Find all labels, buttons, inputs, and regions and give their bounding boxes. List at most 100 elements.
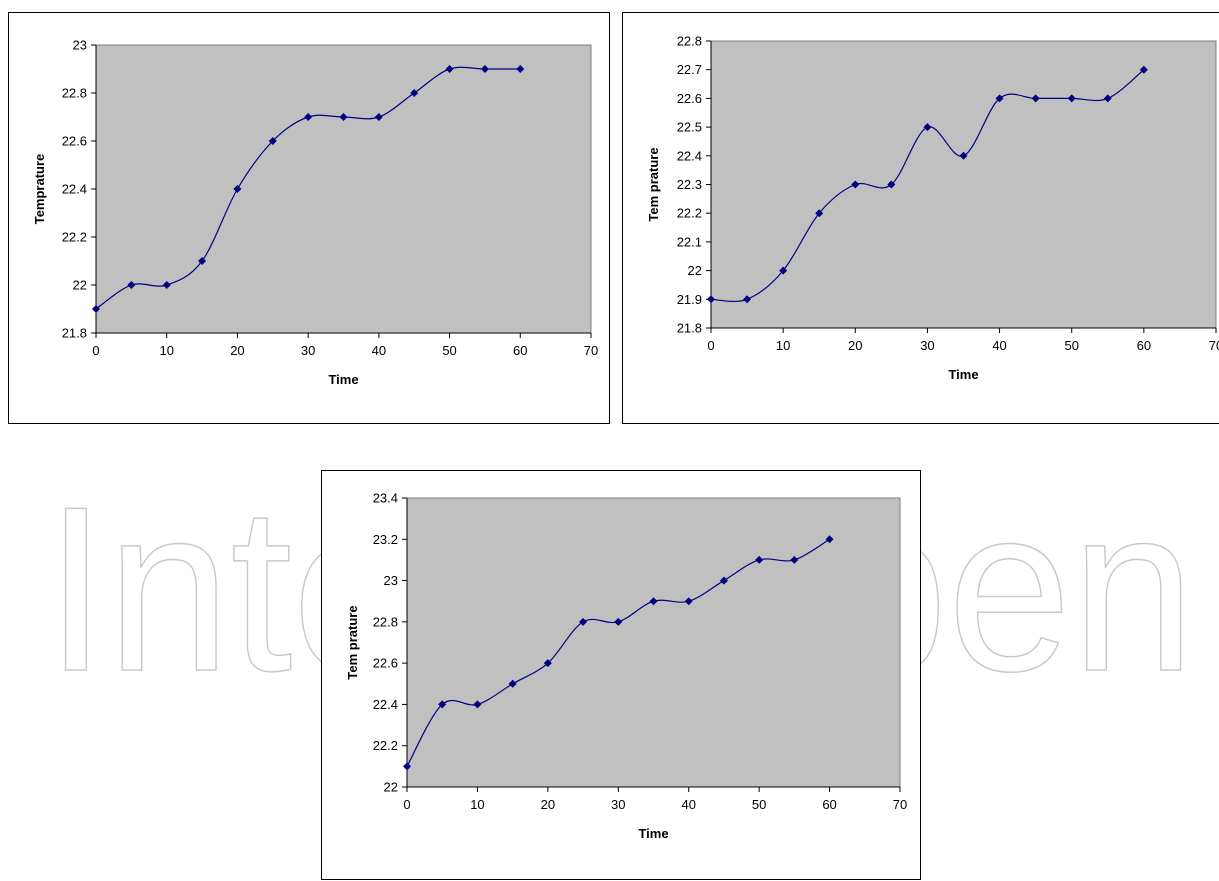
data-point: [755, 555, 764, 564]
x-tick-label: 50: [752, 797, 766, 812]
data-point: [339, 113, 348, 121]
data-point: [508, 679, 517, 688]
x-tick-label: 20: [541, 797, 555, 812]
x-tick-label: 0: [707, 338, 714, 353]
y-tick-label: 23: [384, 573, 398, 588]
x-tick-label: 60: [513, 343, 527, 358]
chart-svg: 21.8 22 22.2 22.4 22.6 22.8 23 0 10 20 30 40 50 60 70 T…: [32, 38, 598, 388]
plot-area: [406, 497, 901, 788]
data-point: [473, 700, 482, 709]
data-point: [779, 266, 788, 275]
data-point: [1103, 94, 1112, 103]
data-point: [1031, 94, 1040, 103]
data-point: [684, 597, 693, 606]
y-tick-label: 23.2: [373, 532, 398, 547]
data-point: [743, 295, 752, 304]
plot-area: [710, 40, 1217, 329]
chart-svg: 21.8 21.9 22 22.1 22.2 22.3 22.4 22.5 22.6 22.7 22…: [646, 34, 1219, 383]
chart-panel: 21.8 22 22.2 22.4 22.6 22.8 23 0 10 20 30 40 50 60 70 T…: [8, 12, 610, 424]
data-point: [959, 151, 968, 160]
data-point: [815, 209, 824, 218]
y-tick-label: 21.8: [62, 326, 87, 341]
y-tick-label: 22.2: [62, 230, 87, 245]
y-axis-title: Tem prature: [646, 147, 661, 221]
x-tick-label: 40: [372, 343, 386, 358]
data-point: [1067, 94, 1076, 103]
data-point: [445, 65, 454, 73]
x-tick-label: 30: [920, 338, 934, 353]
x-tick-label: 50: [442, 343, 456, 358]
data-point: [438, 700, 447, 709]
x-tick-label: 50: [1064, 338, 1078, 353]
y-tick-label: 21.8: [677, 321, 702, 336]
y-tick-label: 22.2: [373, 738, 398, 753]
data-point: [579, 617, 588, 626]
chart-svg: 22 22.2 22.4 22.6 22.8 23 23.2 23.4 0 10 20 30 40 50 6…: [345, 491, 907, 842]
y-tick-label: 22.8: [62, 86, 87, 101]
y-tick-label: 22.4: [373, 697, 398, 712]
y-tick-label: 22.3: [677, 177, 702, 192]
x-tick-label: 40: [681, 797, 695, 812]
y-tick-label: 22.5: [677, 120, 702, 135]
data-point: [614, 617, 623, 626]
x-tick-label: 10: [470, 797, 484, 812]
data-point: [410, 89, 419, 97]
x-axis-title: Time: [948, 367, 978, 382]
x-tick-label: 70: [584, 343, 598, 358]
x-tick-label: 0: [92, 343, 99, 358]
data-point: [851, 180, 860, 189]
y-axis-title: Tem prature: [345, 605, 360, 679]
y-tick-label: 22.7: [677, 62, 702, 77]
x-tick-label: 10: [159, 343, 173, 358]
x-tick-label: 0: [403, 797, 410, 812]
data-point: [162, 281, 171, 289]
data-point: [923, 123, 932, 132]
y-tick-label: 22.2: [677, 206, 702, 221]
data-point: [887, 180, 896, 189]
chart-panel: 21.8 21.9 22 22.1 22.2 22.3 22.4 22.5 22.6 22.7 22…: [622, 12, 1219, 424]
x-tick-label: 40: [992, 338, 1006, 353]
y-tick-label: 22: [73, 278, 87, 293]
x-tick-label: 70: [1209, 338, 1219, 353]
x-tick-label: 30: [301, 343, 315, 358]
data-point: [825, 535, 834, 544]
y-tick-label: 22: [384, 780, 398, 795]
data-point: [92, 305, 100, 313]
y-axis-title: Temprature: [32, 154, 47, 225]
data-point: [480, 65, 489, 73]
y-tick-label: 22.4: [677, 148, 702, 163]
y-tick-label: 22.6: [373, 656, 398, 671]
chart-panel: 22 22.2 22.4 22.6 22.8 23 23.2 23.4 0 10 20 30 40 50 6…: [321, 470, 921, 880]
x-tick-label: 20: [848, 338, 862, 353]
y-tick-label: 22.8: [677, 34, 702, 49]
data-point: [649, 597, 658, 606]
y-tick-label: 22.6: [62, 134, 87, 149]
x-tick-label: 20: [230, 343, 244, 358]
y-tick-label: 22.4: [62, 182, 87, 197]
data-point: [403, 762, 411, 771]
y-tick-label: 21.9: [677, 292, 702, 307]
data-point: [995, 94, 1004, 103]
data-point: [707, 295, 715, 304]
data-point: [719, 576, 728, 585]
x-axis-title: Time: [328, 372, 358, 387]
data-point: [790, 555, 799, 564]
y-tick-label: 22.6: [677, 91, 702, 106]
y-tick-label: 22.1: [677, 234, 702, 249]
data-point: [268, 137, 277, 145]
y-tick-label: 22.8: [373, 614, 398, 629]
data-point: [1139, 65, 1148, 74]
data-point: [304, 113, 313, 121]
data-point: [516, 65, 525, 73]
y-tick-label: 22: [688, 263, 702, 278]
data-point: [127, 281, 136, 289]
y-tick-label: 23: [73, 38, 87, 53]
x-tick-label: 30: [611, 797, 625, 812]
x-axis-title: Time: [638, 826, 668, 841]
data-point: [233, 185, 242, 193]
plot-area: [95, 44, 592, 334]
x-tick-label: 10: [776, 338, 790, 353]
data-point: [543, 659, 552, 668]
data-point: [374, 113, 383, 121]
x-tick-label: 60: [1137, 338, 1151, 353]
